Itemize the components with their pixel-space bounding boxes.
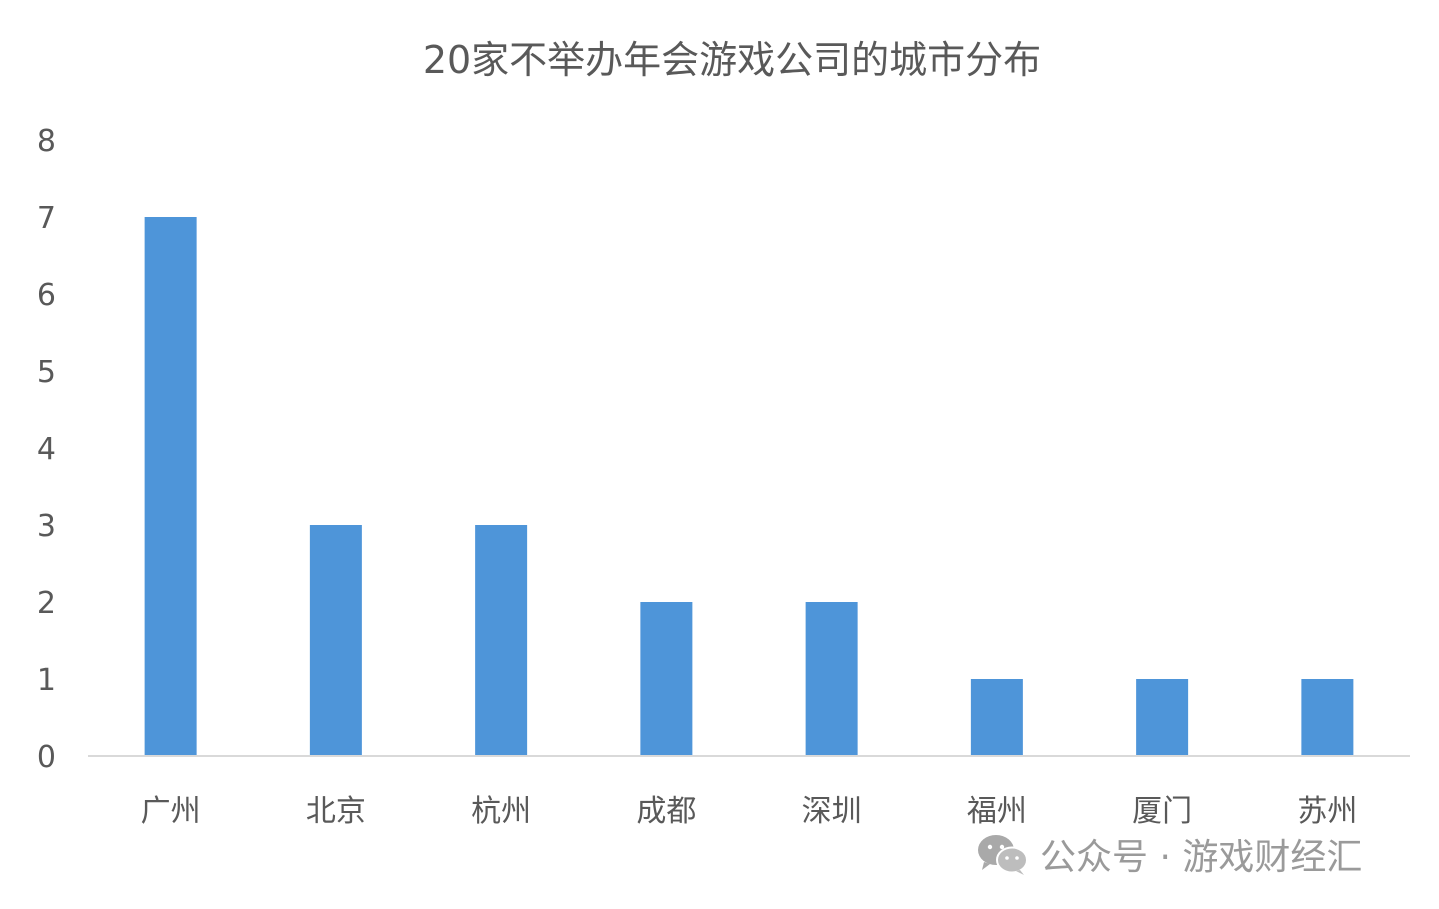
x-tick-label: 北京 <box>306 794 366 829</box>
x-tick-label: 广州 <box>141 794 201 829</box>
x-tick-label: 苏州 <box>1297 794 1357 829</box>
x-tick-label: 杭州 <box>471 794 531 829</box>
watermark-text: 公众号 · 游戏财经汇 <box>1040 837 1363 878</box>
y-tick-label: 0 <box>37 740 56 775</box>
x-tick-label: 成都 <box>636 794 696 829</box>
x-axis-tick-labels: 广州 北京 杭州 成都 深圳 福州 厦门 苏州 <box>141 794 1358 829</box>
y-tick-label: 5 <box>37 355 56 390</box>
bars-group <box>144 217 1354 756</box>
x-tick-label: 厦门 <box>1132 794 1192 829</box>
y-tick-label: 2 <box>37 586 56 621</box>
watermark: 公众号 · 游戏财经汇 <box>976 830 1362 878</box>
y-axis-tick-labels: 0 1 2 3 4 5 6 7 8 <box>37 124 56 775</box>
y-tick-label: 8 <box>37 124 56 159</box>
bar <box>144 217 197 756</box>
bar <box>309 525 362 756</box>
y-tick-label: 6 <box>37 278 56 313</box>
bar <box>475 525 528 756</box>
bar <box>805 602 858 756</box>
wechat-icon <box>978 835 1028 875</box>
bar <box>640 602 693 756</box>
chart-title: 20家不举办年会游戏公司的城市分布 <box>423 38 1041 82</box>
y-tick-label: 3 <box>37 509 56 544</box>
bar <box>1136 679 1189 756</box>
x-tick-label: 福州 <box>967 794 1027 829</box>
bar <box>970 679 1023 756</box>
y-tick-label: 7 <box>37 201 56 236</box>
y-tick-label: 1 <box>37 663 56 698</box>
y-tick-label: 4 <box>37 432 56 467</box>
x-tick-label: 深圳 <box>802 794 862 829</box>
bar <box>1301 679 1354 756</box>
